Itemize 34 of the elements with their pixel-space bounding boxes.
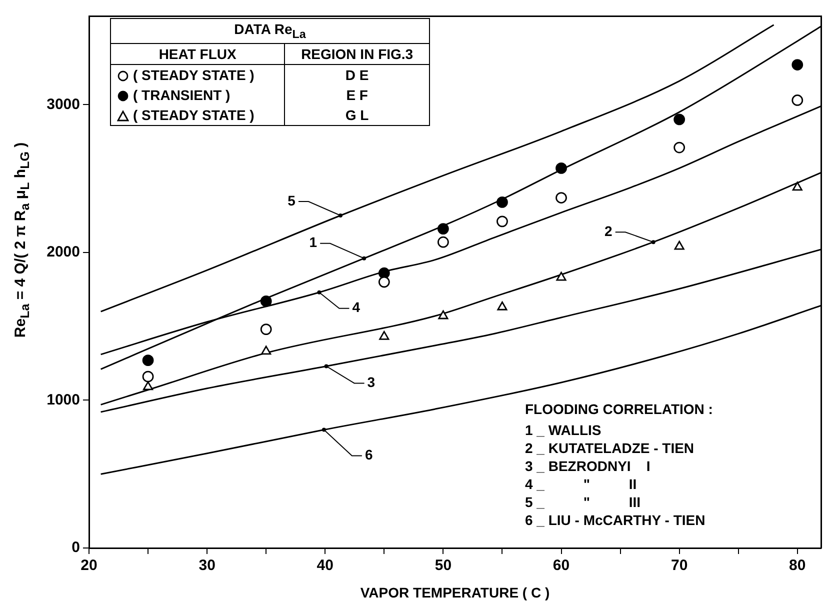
annotation: 3 xyxy=(367,374,376,390)
y-tick-label: 0 xyxy=(72,539,80,556)
annotation: REGION IN FIG.3 xyxy=(284,43,430,64)
x-tick-label: 80 xyxy=(789,557,806,574)
annotation: 4 _ " II xyxy=(525,475,638,493)
annotation: HEAT FLUX xyxy=(110,43,285,64)
y-tick-label: 2000 xyxy=(46,244,80,261)
annotation: 3 _ BEZRODNYI I xyxy=(525,457,652,475)
x-tick-label: 70 xyxy=(670,557,688,574)
annotation: E F xyxy=(284,84,430,105)
x-tick-label: 60 xyxy=(552,557,570,574)
annotation: 1 _ WALLIS xyxy=(525,421,602,439)
annotation: FLOODING CORRELATION : xyxy=(525,400,713,418)
legend-label: ( TRANSIENT ) xyxy=(110,84,285,105)
annotation: D E xyxy=(284,64,430,85)
x-tick-label: 20 xyxy=(80,557,98,574)
legend-label: ( STEADY STATE ) xyxy=(110,64,285,85)
y-tick-label: 3000 xyxy=(46,96,80,113)
annotation: 6 xyxy=(364,446,373,463)
x-axis-title: VAPOR TEMPERATURE ( C ) xyxy=(360,584,550,600)
annotation: 2 xyxy=(604,222,613,239)
legend-title: DATA Re$_{La}$ xyxy=(110,18,430,44)
annotation: G L xyxy=(284,104,430,126)
y-tick-label: 1000 xyxy=(46,391,80,408)
annotation: 6 _ LIU - McCARTHY - TIEN xyxy=(525,511,706,529)
annotation: 5 _ " III xyxy=(525,493,642,511)
x-tick-label: 30 xyxy=(198,557,216,574)
legend-label: ( STEADY STATE ) xyxy=(110,104,285,126)
annotation: 5 xyxy=(288,192,296,208)
annotation: 2 _ KUTATELADZE - TIEN xyxy=(525,439,696,457)
x-tick-label: 40 xyxy=(316,557,334,574)
annotation: 4 xyxy=(352,299,360,316)
annotation: 1 xyxy=(309,234,318,250)
x-tick-label: 50 xyxy=(434,557,452,574)
